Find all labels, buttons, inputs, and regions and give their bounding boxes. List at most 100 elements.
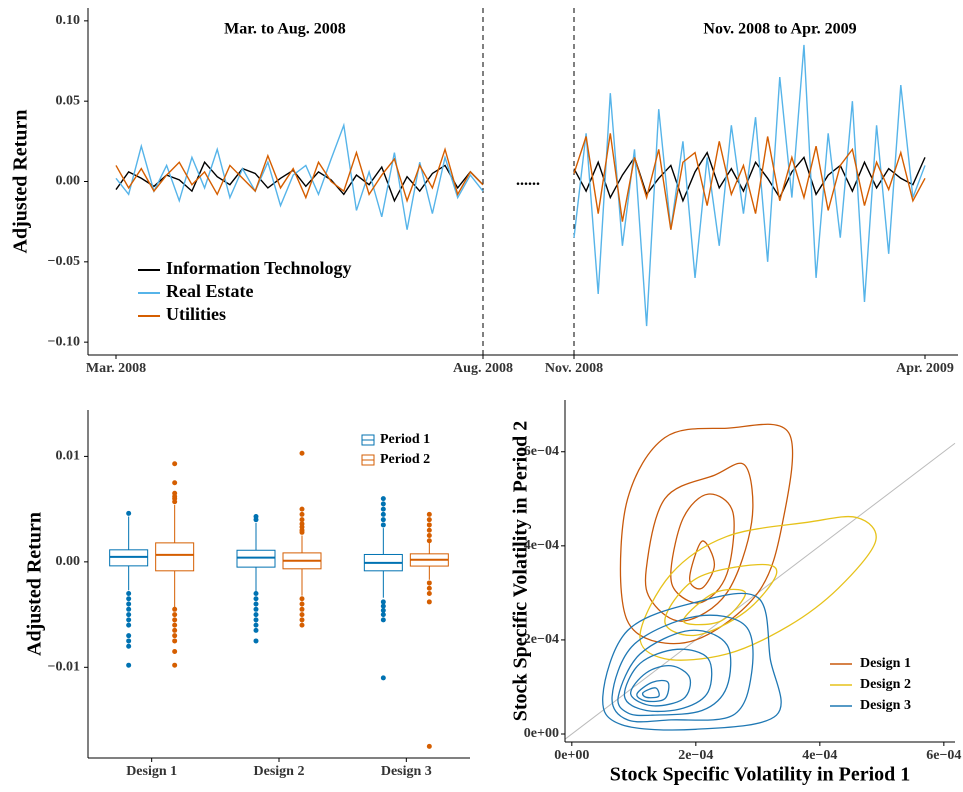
outlier: [299, 622, 305, 628]
y-tick-label: −0.10: [48, 334, 80, 349]
outlier: [172, 622, 178, 628]
x-tick-label: 4e−04: [802, 748, 837, 763]
outlier: [172, 648, 178, 654]
box: [236, 549, 276, 568]
outlier: [253, 514, 259, 520]
outlier: [426, 527, 432, 533]
contour-line: [636, 679, 670, 703]
outlier: [426, 517, 432, 523]
outlier: [380, 517, 386, 523]
outlier: [426, 511, 432, 517]
x-tick-label: Nov. 2008: [545, 361, 603, 376]
outlier: [426, 580, 432, 586]
series-line: [115, 160, 484, 203]
contour-line: [644, 462, 754, 622]
outlier: [172, 461, 178, 467]
contour-line: [617, 629, 732, 717]
outlier: [380, 506, 386, 512]
outlier: [380, 607, 386, 613]
y-tick-label: 4e−04: [524, 538, 559, 553]
series-line: [115, 122, 484, 230]
outlier: [172, 638, 178, 644]
legend-label: Utilities: [166, 304, 226, 324]
outlier: [299, 506, 305, 512]
outlier: [126, 617, 132, 623]
annotation: ......: [516, 172, 540, 189]
outlier: [380, 511, 386, 517]
outlier: [299, 612, 305, 618]
outlier: [380, 617, 386, 623]
x-tick-label: Aug. 2008: [453, 361, 513, 376]
outlier: [172, 633, 178, 639]
outlier: [126, 638, 132, 644]
y-axis-label: Stock Specific Volatility in Period 2: [510, 421, 532, 722]
y-tick-label: 0.10: [56, 13, 81, 28]
outlier: [253, 606, 259, 612]
outlier: [172, 606, 178, 612]
outlier: [426, 590, 432, 596]
outlier: [253, 590, 259, 596]
outlier: [253, 612, 259, 618]
legend-label: Information Technology: [166, 258, 352, 278]
y-tick-label: 0.00: [56, 554, 81, 569]
series-line: [573, 133, 926, 230]
y-tick-label: 6e−04: [524, 444, 559, 459]
legend-label: Period 1: [380, 432, 430, 447]
outlier: [126, 606, 132, 612]
outlier: [380, 501, 386, 507]
outlier: [172, 490, 178, 496]
y-axis-label: Adjusted Return: [24, 512, 46, 656]
y-axis-label: Adjusted Return: [10, 110, 32, 254]
contour-line: [664, 563, 778, 637]
outlier: [426, 538, 432, 544]
outlier: [426, 585, 432, 591]
x-tick-label: 6e−04: [926, 748, 961, 763]
x-tick-label: 0e+00: [554, 748, 589, 763]
outlier: [299, 596, 305, 602]
outlier: [172, 612, 178, 618]
legend-label: Design 3: [860, 698, 911, 713]
y-tick-label: −0.05: [48, 254, 80, 269]
series-line: [573, 44, 926, 327]
outlier: [126, 633, 132, 639]
x-tick-label: Apr. 2009: [896, 361, 954, 376]
outlier: [380, 522, 386, 528]
outlier: [299, 601, 305, 607]
outlier: [172, 480, 178, 486]
outlier: [299, 521, 305, 527]
y-tick-label: 0.05: [56, 93, 81, 108]
x-tick-label: Design 2: [254, 764, 305, 779]
outlier: [426, 522, 432, 528]
outlier: [253, 638, 259, 644]
outlier: [380, 496, 386, 502]
outlier: [426, 743, 432, 749]
contour-line: [630, 665, 692, 707]
contour-line: [623, 648, 713, 713]
x-tick-label: Design 1: [126, 764, 177, 779]
outlier: [253, 617, 259, 623]
outlier: [126, 622, 132, 628]
contour-line: [602, 592, 782, 731]
x-tick-label: Mar. 2008: [86, 361, 146, 376]
x-axis-label: Stock Specific Volatility in Period 1: [610, 764, 911, 786]
diagonal: [564, 442, 956, 740]
outlier: [380, 603, 386, 609]
outlier: [299, 617, 305, 623]
y-tick-label: 2e−04: [524, 632, 559, 647]
outlier: [126, 601, 132, 607]
legend-label: Design 1: [860, 656, 911, 671]
y-tick-label: 0.01: [56, 449, 81, 464]
outlier: [172, 617, 178, 623]
outlier: [172, 662, 178, 668]
x-tick-label: Design 3: [381, 764, 432, 779]
y-tick-label: 0.00: [56, 174, 81, 189]
outlier: [126, 612, 132, 618]
outlier: [253, 596, 259, 602]
outlier: [253, 622, 259, 628]
contour-line: [639, 515, 877, 661]
outlier: [299, 511, 305, 517]
outlier: [126, 643, 132, 649]
contour-line: [611, 614, 754, 723]
outlier: [126, 662, 132, 668]
outlier: [299, 517, 305, 523]
